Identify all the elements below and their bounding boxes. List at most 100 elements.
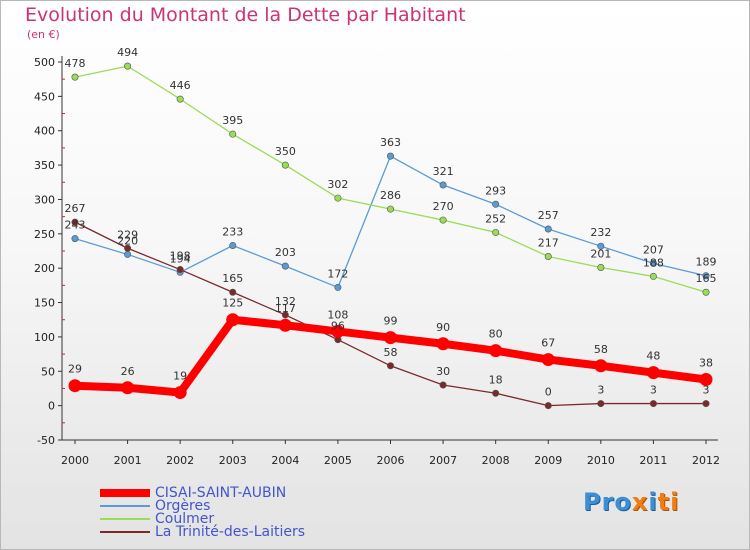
series-2-point-6 bbox=[386, 205, 394, 213]
x-tick-label-8: 2008 bbox=[482, 454, 510, 467]
series-1-label-4: 203 bbox=[275, 246, 296, 259]
series-3-point-6 bbox=[386, 362, 394, 370]
series-2-point-3 bbox=[229, 130, 237, 138]
x-tick-label-1: 2001 bbox=[114, 454, 142, 467]
series-1-point-10 bbox=[597, 242, 605, 250]
x-tick-label-5: 2005 bbox=[324, 454, 352, 467]
series-3-point-12 bbox=[702, 400, 710, 408]
series-2-label-12: 165 bbox=[696, 272, 717, 285]
series-2-label-4: 350 bbox=[275, 145, 296, 158]
x-tick-label-9: 2009 bbox=[534, 454, 562, 467]
series-2-point-2 bbox=[176, 95, 184, 103]
y-tick-label-9: 400 bbox=[34, 125, 55, 138]
series-0-point-6 bbox=[384, 331, 397, 345]
series-3-label-5: 96 bbox=[331, 320, 345, 333]
series-1-label-0: 243 bbox=[65, 219, 86, 232]
series-0-label-4: 117 bbox=[275, 302, 296, 315]
y-tick-label-0: -50 bbox=[37, 434, 55, 447]
series-0-label-7: 90 bbox=[436, 321, 450, 334]
series-3-point-8 bbox=[492, 389, 500, 397]
series-2-label-0: 478 bbox=[65, 57, 86, 70]
x-tick-label-4: 2004 bbox=[271, 454, 299, 467]
x-tick-label-6: 2006 bbox=[377, 454, 405, 467]
series-0-label-1: 26 bbox=[121, 365, 135, 378]
series-2-point-11 bbox=[649, 272, 657, 280]
series-0-point-7 bbox=[436, 337, 450, 351]
series-0-label-10: 58 bbox=[594, 343, 608, 356]
series-1-point-5 bbox=[334, 283, 342, 291]
series-0-label-8: 80 bbox=[489, 328, 503, 341]
y-tick-label-11: 500 bbox=[34, 56, 55, 69]
series-1-label-2: 194 bbox=[170, 252, 191, 265]
series-0-label-12: 38 bbox=[699, 357, 713, 370]
logo-part-2: x bbox=[631, 488, 649, 516]
series-2-point-0 bbox=[71, 73, 79, 81]
series-1-point-9 bbox=[544, 225, 552, 233]
legend-label-0: CISAI-SAINT-AUBIN bbox=[155, 485, 287, 501]
series-0-label-6: 99 bbox=[384, 315, 398, 328]
x-tick-label-11: 2011 bbox=[639, 454, 667, 467]
series-3-point-1 bbox=[124, 244, 132, 252]
series-2-point-12 bbox=[702, 288, 710, 296]
legend-swatch-0 bbox=[100, 489, 150, 497]
series-2-point-10 bbox=[597, 263, 605, 271]
logo-part-1: Pro bbox=[583, 488, 632, 516]
series-1-label-6: 363 bbox=[380, 136, 401, 149]
series-3-label-11: 3 bbox=[650, 384, 657, 397]
series-1-point-7 bbox=[439, 181, 447, 189]
series-0-label-9: 67 bbox=[541, 337, 555, 350]
series-3-point-0 bbox=[71, 218, 79, 226]
series-2-label-5: 302 bbox=[327, 178, 348, 191]
chart-title: Evolution du Montant de la Dette par Hab… bbox=[25, 4, 466, 26]
series-3-point-11 bbox=[649, 400, 657, 408]
legend-swatch-1 bbox=[100, 505, 150, 507]
series-3-label-0: 267 bbox=[65, 202, 86, 215]
y-tick-label-2: 50 bbox=[41, 365, 55, 378]
series-3-label-9: 0 bbox=[545, 386, 552, 399]
series-2-label-11: 188 bbox=[643, 256, 664, 269]
series-3-label-4: 132 bbox=[275, 295, 296, 308]
series-0-point-5 bbox=[331, 324, 345, 338]
series-1-label-9: 257 bbox=[538, 209, 559, 222]
y-tick-label-1: 0 bbox=[48, 400, 55, 413]
series-3-label-7: 30 bbox=[436, 365, 450, 378]
x-tick-label-12: 2012 bbox=[692, 454, 720, 467]
series-0-label-3: 125 bbox=[222, 297, 243, 310]
series-0-point-9 bbox=[541, 353, 555, 367]
series-3-point-3 bbox=[229, 288, 237, 296]
logo-part-4: ti bbox=[657, 488, 680, 516]
series-1-point-4 bbox=[281, 262, 289, 270]
y-tick-label-4: 150 bbox=[34, 297, 55, 310]
series-0-point-4 bbox=[278, 318, 292, 332]
series-2-point-9 bbox=[544, 252, 552, 260]
x-tick-label-7: 2007 bbox=[429, 454, 457, 467]
y-tick-label-3: 100 bbox=[34, 331, 55, 344]
series-3-point-7 bbox=[439, 381, 447, 389]
series-0-point-3 bbox=[226, 313, 240, 327]
series-1-label-10: 232 bbox=[590, 226, 611, 239]
logo-part-3: i bbox=[648, 488, 658, 516]
x-tick-label-0: 2000 bbox=[61, 454, 89, 467]
series-2-label-3: 395 bbox=[222, 114, 243, 127]
y-tick-label-7: 300 bbox=[34, 193, 55, 206]
series-3-label-12: 3 bbox=[703, 384, 710, 397]
series-1-label-5: 172 bbox=[327, 267, 348, 280]
series-0-label-11: 48 bbox=[646, 350, 660, 363]
series-2-label-6: 286 bbox=[380, 189, 401, 202]
series-1-label-1: 220 bbox=[117, 234, 138, 247]
series-0-point-10 bbox=[594, 359, 608, 373]
series-1-point-0 bbox=[71, 235, 79, 243]
series-1-point-11 bbox=[649, 259, 657, 267]
series-1-point-3 bbox=[229, 242, 237, 250]
series-2-point-5 bbox=[334, 194, 342, 202]
series-1-label-12: 189 bbox=[696, 256, 717, 269]
legend-swatch-3 bbox=[100, 531, 150, 533]
legend-swatch-2 bbox=[100, 518, 150, 520]
series-0-label-2: 19 bbox=[173, 370, 187, 383]
series-3-point-10 bbox=[597, 400, 605, 408]
series-3-label-6: 58 bbox=[384, 346, 398, 359]
series-3-label-3: 165 bbox=[222, 272, 243, 285]
series-0-point-2 bbox=[173, 386, 187, 400]
series-2-point-7 bbox=[439, 216, 447, 224]
